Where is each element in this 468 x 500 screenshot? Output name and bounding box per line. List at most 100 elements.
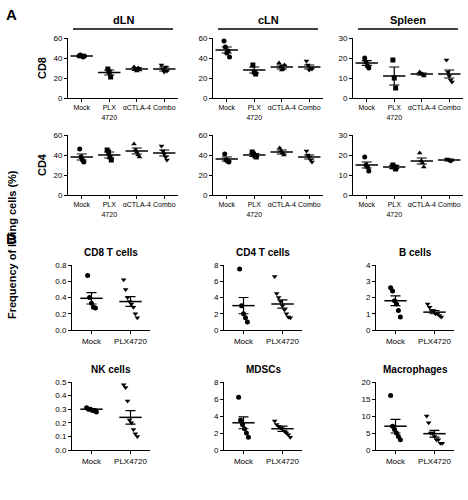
svg-text:4: 4 <box>214 293 219 302</box>
svg-text:30: 30 <box>338 131 347 140</box>
svg-text:0.0: 0.0 <box>55 326 67 335</box>
svg-text:10: 10 <box>338 74 347 83</box>
svg-text:20: 20 <box>198 74 207 83</box>
svg-text:3: 3 <box>366 277 371 286</box>
svg-text:PLX4720: PLX4720 <box>101 104 117 120</box>
svg-text:40: 40 <box>198 151 207 160</box>
svg-text:60: 60 <box>198 131 207 140</box>
svg-text:0: 0 <box>203 191 208 200</box>
svg-text:B cells: B cells <box>399 247 432 258</box>
svg-text:40: 40 <box>53 151 62 160</box>
svg-text:PLX4720: PLX4720 <box>386 201 402 217</box>
svg-text:Combo: Combo <box>153 104 176 111</box>
svg-text:20: 20 <box>361 378 370 387</box>
svg-text:0.2: 0.2 <box>55 419 67 428</box>
svg-text:Combo: Combo <box>153 201 176 208</box>
svg-text:8: 8 <box>214 261 219 270</box>
svg-text:Mock: Mock <box>234 337 254 346</box>
svg-text:Mock: Mock <box>73 104 90 111</box>
svg-text:0: 0 <box>214 446 219 455</box>
svg-text:2: 2 <box>214 310 219 319</box>
svg-text:0.2: 0.2 <box>55 310 67 319</box>
svg-text:0.0: 0.0 <box>55 446 67 455</box>
svg-text:0: 0 <box>58 94 63 103</box>
svg-text:CD8 T cells: CD8 T cells <box>84 247 138 258</box>
svg-text:2: 2 <box>366 293 371 302</box>
svg-text:cLN: cLN <box>258 14 279 26</box>
svg-text:0.1: 0.1 <box>55 432 67 441</box>
svg-text:PLX4720: PLX4720 <box>266 457 299 466</box>
svg-text:αCTLA-4: αCTLA-4 <box>123 201 151 208</box>
svg-text:0.5: 0.5 <box>55 378 67 387</box>
svg-text:Mock: Mock <box>234 457 254 466</box>
svg-text:0: 0 <box>366 326 371 335</box>
svg-text:PLX4720: PLX4720 <box>246 201 262 217</box>
svg-text:0.8: 0.8 <box>55 261 67 270</box>
svg-text:dLN: dLN <box>113 14 134 26</box>
svg-text:6: 6 <box>214 277 219 286</box>
svg-text:αCTLA-4: αCTLA-4 <box>268 201 296 208</box>
svg-text:40: 40 <box>198 54 207 63</box>
svg-text:20: 20 <box>338 151 347 160</box>
svg-text:αCTLA-4: αCTLA-4 <box>408 201 436 208</box>
svg-text:αCTLA-4: αCTLA-4 <box>408 104 436 111</box>
svg-text:PLX4720: PLX4720 <box>418 457 451 466</box>
svg-text:0.6: 0.6 <box>55 277 67 286</box>
svg-text:PLX4720: PLX4720 <box>418 337 451 346</box>
svg-text:NK cells: NK cells <box>91 364 131 375</box>
svg-text:0: 0 <box>366 446 371 455</box>
svg-text:Mock: Mock <box>82 457 102 466</box>
svg-text:Mock: Mock <box>82 337 102 346</box>
svg-text:αCTLA-4: αCTLA-4 <box>123 104 151 111</box>
svg-text:CD8: CD8 <box>36 57 48 79</box>
svg-text:60: 60 <box>53 131 62 140</box>
svg-text:Combo: Combo <box>438 201 461 208</box>
svg-text:Mock: Mock <box>358 104 375 111</box>
svg-text:αCTLA-4: αCTLA-4 <box>268 104 296 111</box>
svg-text:Mock: Mock <box>358 201 375 208</box>
svg-text:B: B <box>6 230 17 247</box>
svg-text:20: 20 <box>198 171 207 180</box>
svg-text:2: 2 <box>214 429 219 438</box>
svg-text:60: 60 <box>53 34 62 43</box>
svg-text:PLX4720: PLX4720 <box>114 457 147 466</box>
svg-text:1: 1 <box>366 310 371 319</box>
svg-text:PLX4720: PLX4720 <box>266 337 299 346</box>
svg-text:5: 5 <box>366 429 371 438</box>
svg-text:Spleen: Spleen <box>390 14 426 26</box>
svg-text:30: 30 <box>338 34 347 43</box>
svg-text:Combo: Combo <box>438 104 461 111</box>
svg-text:PLX4720: PLX4720 <box>386 104 402 120</box>
svg-text:20: 20 <box>53 74 62 83</box>
svg-text:PLX4720: PLX4720 <box>246 104 262 120</box>
svg-text:0: 0 <box>58 191 63 200</box>
svg-text:0.4: 0.4 <box>55 293 67 302</box>
svg-text:A: A <box>6 6 17 23</box>
svg-text:PLX4720: PLX4720 <box>101 201 117 217</box>
svg-text:Mock: Mock <box>73 201 90 208</box>
svg-text:4: 4 <box>214 412 219 421</box>
svg-text:Mock: Mock <box>218 201 235 208</box>
svg-text:0: 0 <box>343 191 348 200</box>
svg-text:0: 0 <box>214 326 219 335</box>
svg-text:Combo: Combo <box>298 201 321 208</box>
svg-text:20: 20 <box>338 54 347 63</box>
svg-text:CD4: CD4 <box>36 153 48 176</box>
svg-text:10: 10 <box>361 412 370 421</box>
svg-text:10: 10 <box>338 171 347 180</box>
svg-text:CD4 T cells: CD4 T cells <box>236 247 290 258</box>
svg-text:6: 6 <box>214 395 219 404</box>
svg-text:0.3: 0.3 <box>55 405 67 414</box>
svg-text:Macrophages: Macrophages <box>383 364 448 375</box>
svg-text:4: 4 <box>366 261 371 270</box>
svg-text:8: 8 <box>214 378 219 387</box>
svg-text:Mock: Mock <box>218 104 235 111</box>
svg-text:60: 60 <box>198 34 207 43</box>
svg-text:PLX4720: PLX4720 <box>114 337 147 346</box>
svg-text:0: 0 <box>203 94 208 103</box>
svg-text:40: 40 <box>53 54 62 63</box>
svg-text:0: 0 <box>343 94 348 103</box>
svg-text:20: 20 <box>53 171 62 180</box>
svg-text:Combo: Combo <box>298 104 321 111</box>
svg-text:MDSCs: MDSCs <box>246 364 281 375</box>
